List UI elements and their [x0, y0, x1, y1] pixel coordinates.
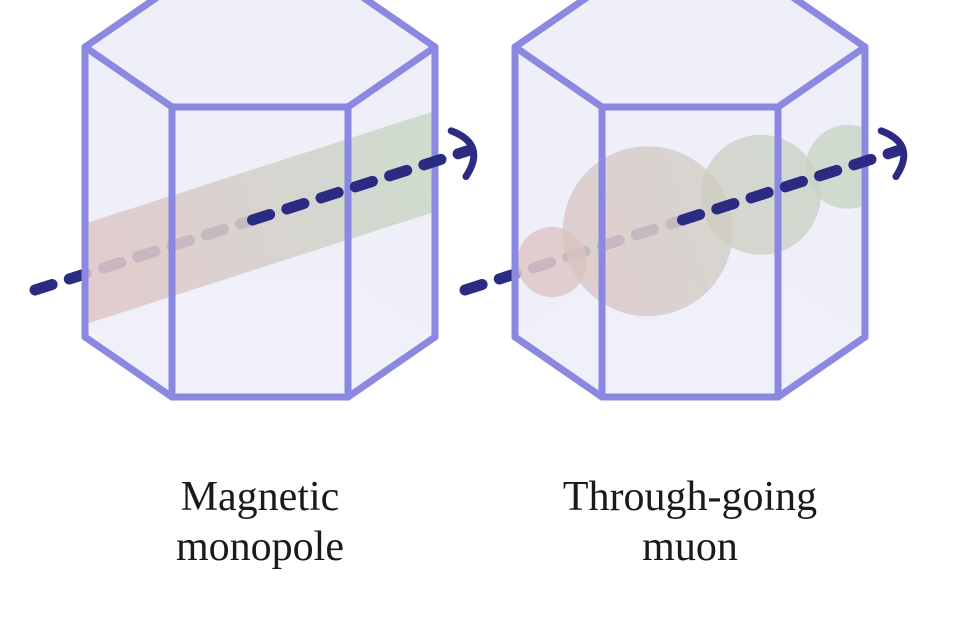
panel-muon: Through-goingmuon	[465, 0, 904, 570]
label-monopole: Magneticmonopole	[176, 474, 344, 570]
label-muon: Through-goingmuon	[563, 474, 817, 570]
particle-detector-diagram: Magneticmonopole Through-goingmuon	[0, 0, 954, 631]
